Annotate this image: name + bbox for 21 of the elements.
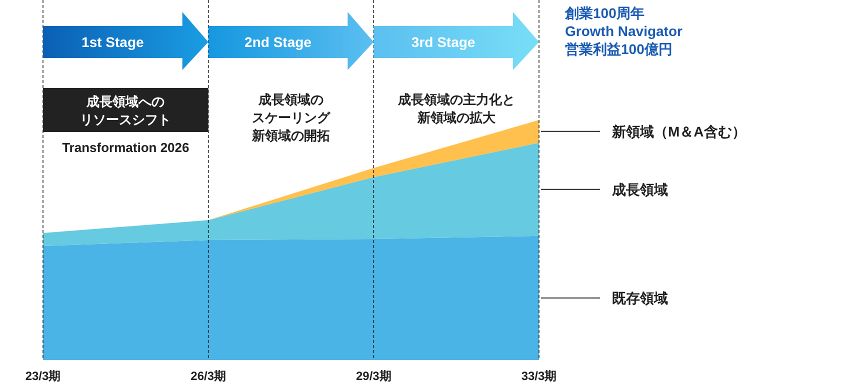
text: 3rd Stage xyxy=(411,34,476,50)
text: 既存領域 xyxy=(612,290,668,306)
text: 営業利益100億円 xyxy=(565,41,672,57)
x-tick-label: 23/3期 xyxy=(25,369,61,383)
annotation: 新領域の開拓 xyxy=(251,128,330,143)
x-tick-label: 26/3期 xyxy=(190,369,226,383)
text: 1st Stage xyxy=(82,34,144,50)
text: 成長領域の主力化と xyxy=(396,92,515,107)
annotation: スケーリング xyxy=(252,110,331,125)
x-tick-label: 29/3期 xyxy=(356,369,392,383)
text: 成長領域への xyxy=(86,94,165,109)
text: 成長領域 xyxy=(611,181,668,198)
annotation: リソースシフト xyxy=(80,112,172,127)
x-tick-label: 33/3期 xyxy=(521,369,557,383)
annotation: 新領域の拡大 xyxy=(416,110,496,125)
text: 成長領域の xyxy=(258,92,324,107)
text: 創業100周年 xyxy=(564,5,644,21)
text: Growth Navigator xyxy=(565,23,684,39)
annotation: Transformation 2026 xyxy=(62,140,190,155)
text: 2nd Stage xyxy=(244,34,312,50)
text: 新領域（M＆A含む） xyxy=(611,123,746,140)
